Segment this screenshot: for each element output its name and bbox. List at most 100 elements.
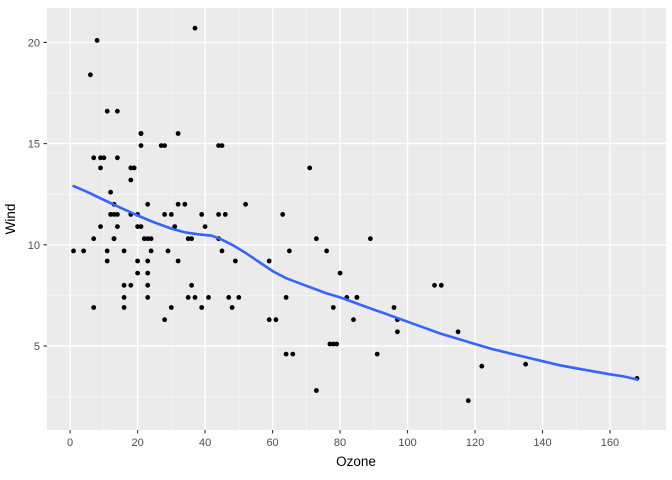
data-point	[314, 388, 319, 393]
data-point	[145, 258, 151, 264]
data-point	[115, 108, 120, 114]
x-tick-label: 100	[398, 437, 416, 449]
data-point	[148, 248, 154, 254]
data-point	[202, 224, 208, 230]
data-point	[222, 212, 228, 217]
data-point	[233, 258, 238, 264]
data-point	[128, 165, 134, 171]
data-point	[101, 155, 107, 161]
data-point	[141, 236, 147, 242]
data-point	[165, 248, 171, 254]
data-point	[199, 212, 205, 217]
data-point	[226, 295, 232, 300]
data-point	[236, 295, 242, 300]
x-tick-label: 20	[131, 437, 143, 449]
data-point	[199, 305, 205, 310]
data-point	[168, 212, 174, 217]
data-point	[115, 212, 120, 217]
data-point	[145, 201, 151, 207]
data-point	[438, 282, 444, 288]
loess-curve	[72, 184, 639, 381]
data-point	[351, 317, 356, 323]
data-point	[216, 143, 222, 149]
data-point	[121, 248, 127, 254]
data-point	[121, 305, 127, 310]
x-tick-label: 40	[199, 437, 211, 449]
data-point	[145, 295, 151, 300]
data-point	[145, 282, 151, 288]
data-point	[98, 165, 103, 171]
y-tick-label: 20	[28, 37, 40, 49]
data-point	[121, 295, 127, 300]
data-point	[324, 248, 329, 254]
axis-tick-marks	[43, 41, 611, 434]
data-point	[108, 212, 113, 217]
data-point	[128, 282, 134, 288]
data-point	[138, 143, 144, 149]
data-point	[111, 236, 117, 242]
y-axis-title: Wind	[3, 204, 18, 235]
data-point	[148, 236, 154, 242]
smooth-line	[72, 184, 639, 381]
data-point	[104, 248, 110, 254]
data-point	[334, 341, 340, 347]
data-point	[337, 270, 343, 276]
data-point	[479, 363, 485, 369]
data-point	[266, 258, 272, 264]
x-tick-label: 120	[466, 437, 484, 449]
data-point	[88, 72, 93, 78]
data-point	[81, 248, 86, 254]
data-point	[280, 212, 286, 217]
data-point	[455, 329, 461, 335]
data-point	[175, 258, 181, 264]
data-point	[182, 201, 188, 207]
plot-panel	[47, 8, 666, 430]
data-point	[162, 143, 168, 149]
x-tick-label: 0	[67, 437, 73, 449]
data-point	[327, 341, 333, 347]
x-tick-label: 60	[266, 437, 278, 449]
data-point	[91, 236, 97, 242]
data-point	[185, 236, 191, 242]
data-point	[465, 398, 471, 404]
data-point	[266, 317, 272, 323]
data-point	[368, 236, 373, 242]
data-point	[158, 143, 164, 149]
data-point	[145, 236, 151, 242]
data-point	[219, 248, 225, 254]
data-point	[138, 224, 144, 230]
data-point	[432, 282, 437, 288]
data-point	[111, 212, 117, 217]
data-point	[273, 317, 279, 323]
data-point	[229, 305, 235, 310]
data-point	[175, 201, 181, 207]
data-point	[307, 165, 313, 171]
y-tick-label: 15	[28, 139, 40, 151]
data-point	[395, 329, 400, 335]
data-point	[216, 212, 222, 217]
data-point	[162, 212, 168, 217]
data-point	[145, 270, 151, 276]
data-point	[131, 165, 137, 171]
x-tick-label: 140	[533, 437, 551, 449]
data-point	[189, 282, 195, 288]
data-point	[108, 189, 113, 195]
x-tick-label: 80	[334, 437, 346, 449]
data-points	[71, 25, 640, 404]
data-point	[189, 236, 195, 242]
data-point	[330, 305, 336, 310]
data-point	[91, 305, 97, 310]
data-point	[172, 224, 178, 230]
data-point	[185, 295, 191, 300]
data-point	[162, 317, 168, 323]
data-point	[121, 282, 127, 288]
data-point	[175, 131, 181, 136]
panel-background	[47, 8, 666, 430]
data-point	[283, 295, 289, 300]
data-point	[71, 248, 76, 254]
data-point	[135, 258, 141, 264]
data-point	[128, 177, 134, 183]
gridlines-major	[47, 8, 666, 430]
data-point	[115, 224, 120, 230]
